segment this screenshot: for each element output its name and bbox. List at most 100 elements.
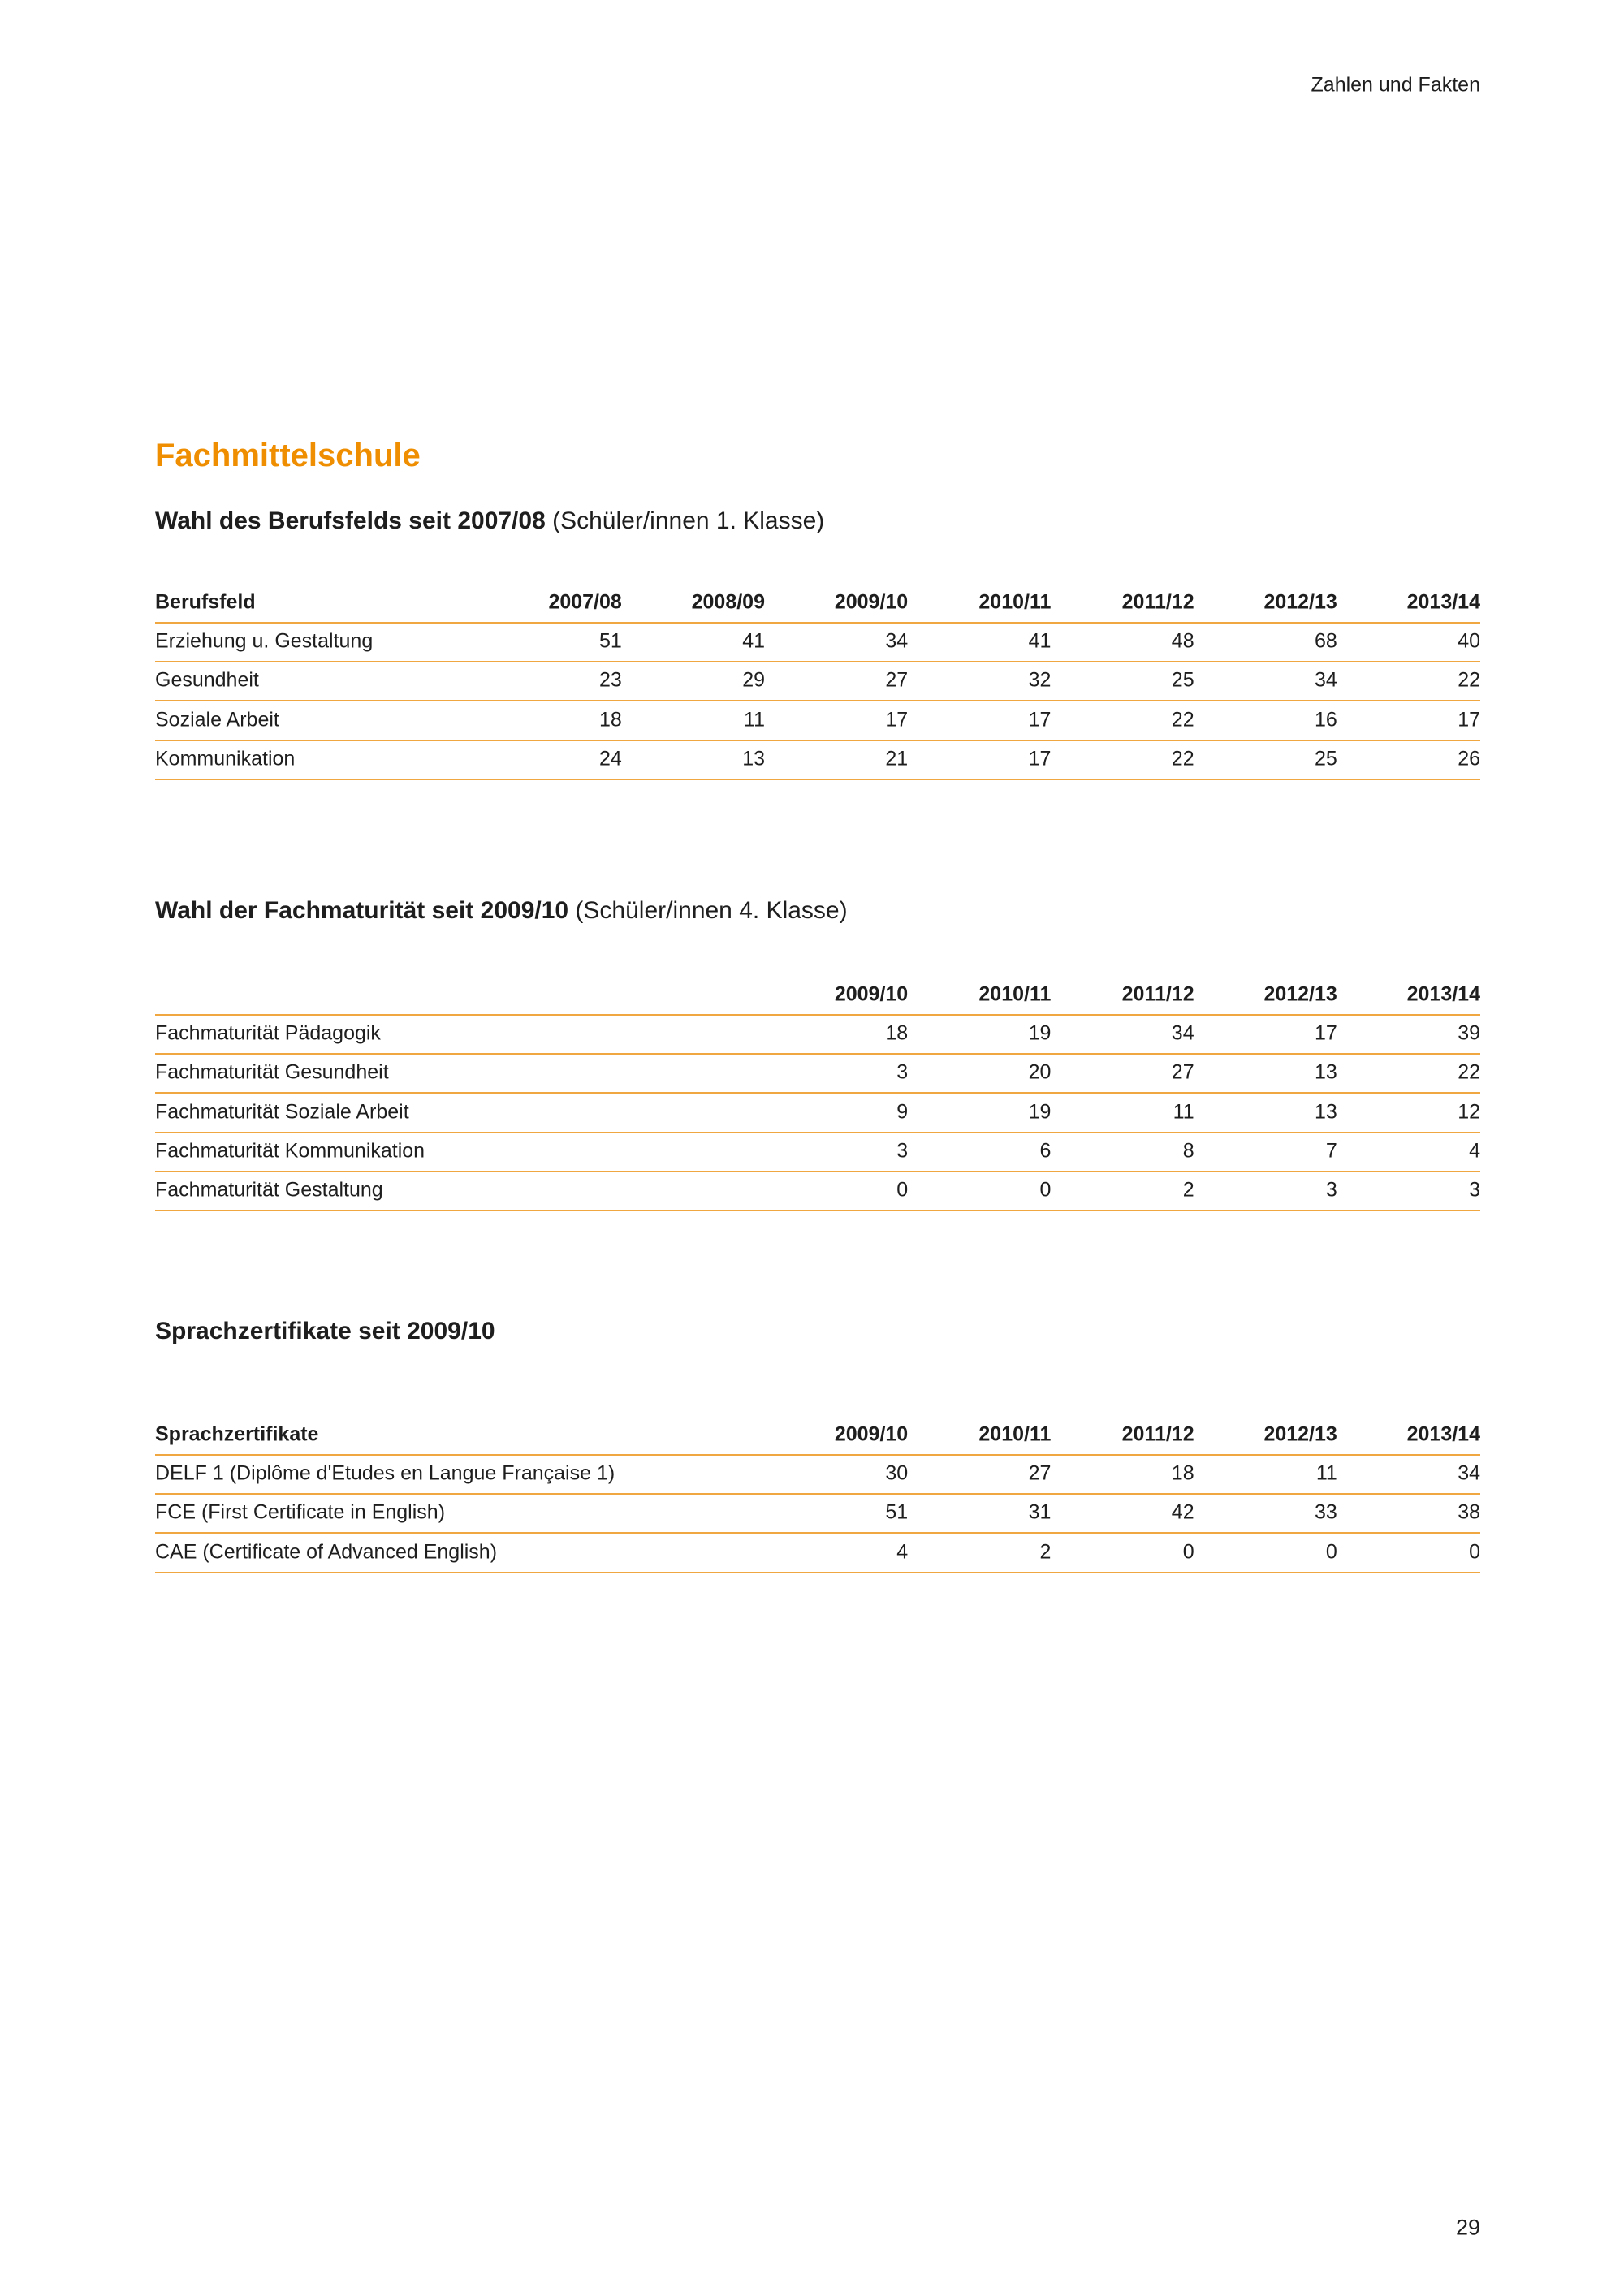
rule	[155, 1170, 1480, 1172]
cell-value: 12	[1458, 1100, 1480, 1124]
cell-value: 11	[744, 708, 765, 732]
cell-value: 40	[1458, 629, 1480, 653]
rule	[155, 1092, 1480, 1094]
column-header: 2007/08	[548, 590, 622, 614]
cell-value: 24	[599, 747, 622, 770]
rule	[155, 1493, 1480, 1495]
cell-value: 34	[1171, 1021, 1194, 1045]
row-label: Fachmaturität Gestaltung	[155, 1178, 383, 1202]
cell-value: 11	[1173, 1100, 1194, 1124]
cell-value: 4	[1469, 1139, 1480, 1163]
cell-value: 27	[1028, 1461, 1052, 1485]
row-label: Fachmaturität Kommunikation	[155, 1139, 425, 1163]
cell-value: 6	[1039, 1139, 1052, 1163]
cell-value: 25	[1171, 668, 1194, 692]
cell-value: 0	[896, 1178, 909, 1202]
cell-value: 3	[896, 1139, 909, 1163]
cell-value: 0	[1469, 1540, 1480, 1564]
cell-value: 41	[1028, 629, 1052, 653]
column-header: 2013/14	[1406, 982, 1480, 1006]
cell-value: 38	[1458, 1500, 1480, 1524]
section-title-bold: Wahl des Berufsfelds seit 2007/08	[155, 507, 546, 534]
section-title-bold: Sprachzertifikate seit 2009/10	[155, 1318, 495, 1344]
cell-value: 2	[1039, 1540, 1052, 1564]
row-label: Fachmaturität Gesundheit	[155, 1060, 389, 1084]
cell-value: 19	[1028, 1100, 1052, 1124]
rule	[155, 661, 1480, 663]
cell-value: 4	[896, 1540, 909, 1564]
row-label: Soziale Arbeit	[155, 708, 279, 732]
column-header: 2008/09	[691, 590, 765, 614]
row-label: Kommunikation	[155, 747, 296, 770]
section-title: Wahl der Fachmaturität seit 2009/10 (Sch…	[155, 899, 848, 923]
cell-value: 27	[885, 668, 909, 692]
cell-value: 51	[599, 629, 622, 653]
section-title: Wahl des Berufsfelds seit 2007/08 (Schül…	[155, 509, 824, 533]
rule	[155, 622, 1480, 624]
row-label: CAE (Certificate of Advanced English)	[155, 1540, 498, 1564]
cell-value: 11	[1315, 1461, 1337, 1485]
cell-value: 20	[1028, 1060, 1052, 1084]
column-header: 2009/10	[834, 1422, 909, 1446]
rule	[155, 1532, 1480, 1534]
cell-value: 0	[1325, 1540, 1337, 1564]
cell-value: 8	[1182, 1139, 1194, 1163]
rule	[155, 1014, 1480, 1016]
page-number: 29	[1455, 2215, 1480, 2240]
cell-value: 0	[1039, 1178, 1052, 1202]
cell-value: 27	[1171, 1060, 1194, 1084]
row-label: Fachmaturität Pädagogik	[155, 1021, 381, 1045]
cell-value: 9	[896, 1100, 909, 1124]
column-header: 2010/11	[978, 590, 1052, 614]
column-header: 2013/14	[1406, 1422, 1480, 1446]
cell-value: 17	[1315, 1021, 1337, 1045]
cell-value: 31	[1028, 1500, 1052, 1524]
cell-value: 25	[1315, 747, 1337, 770]
cell-value: 22	[1171, 747, 1194, 770]
column-header: 2013/14	[1406, 590, 1480, 614]
cell-value: 34	[885, 629, 909, 653]
section-title: Sprachzertifikate seit 2009/10	[155, 1319, 495, 1344]
cell-value: 13	[1315, 1100, 1337, 1124]
column-header: 2010/11	[978, 1422, 1052, 1446]
row-label: Fachmaturität Soziale Arbeit	[155, 1100, 409, 1124]
cell-value: 34	[1458, 1461, 1480, 1485]
cell-value: 22	[1171, 708, 1194, 732]
cell-value: 19	[1028, 1021, 1052, 1045]
cell-value: 42	[1171, 1500, 1194, 1524]
row-label: Erziehung u. Gestaltung	[155, 629, 374, 653]
row-header: Berufsfeld	[155, 590, 256, 614]
cell-value: 2	[1182, 1178, 1194, 1202]
column-header: 2010/11	[978, 982, 1052, 1006]
cell-value: 3	[1469, 1178, 1480, 1202]
running-header: Zahlen und Fakten	[1311, 73, 1480, 97]
column-header: 2011/12	[1121, 982, 1194, 1006]
cell-value: 22	[1458, 668, 1480, 692]
column-header: 2009/10	[834, 590, 909, 614]
rule	[155, 1454, 1480, 1456]
cell-value: 17	[1028, 747, 1052, 770]
column-header: 2011/12	[1121, 1422, 1194, 1446]
cell-value: 7	[1325, 1139, 1337, 1163]
rule	[155, 1053, 1480, 1055]
cell-value: 21	[885, 747, 909, 770]
page-heading: Fachmittelschule	[155, 438, 421, 473]
cell-value: 34	[1315, 668, 1337, 692]
rule	[155, 778, 1480, 780]
row-header: Sprachzertifikate	[155, 1422, 319, 1446]
row-label: Gesundheit	[155, 668, 259, 692]
cell-value: 17	[1458, 708, 1480, 732]
section-note: (Schüler/innen 4. Klasse)	[575, 897, 848, 924]
cell-value: 33	[1315, 1500, 1337, 1524]
cell-value: 18	[885, 1021, 909, 1045]
rule	[155, 1210, 1480, 1211]
section-title-bold: Wahl der Fachmaturität seit 2009/10	[155, 897, 569, 924]
cell-value: 32	[1028, 668, 1052, 692]
column-header: 2012/13	[1263, 1422, 1337, 1446]
cell-value: 68	[1315, 629, 1337, 653]
cell-value: 30	[885, 1461, 909, 1485]
rule	[155, 700, 1480, 702]
cell-value: 48	[1171, 629, 1194, 653]
cell-value: 13	[1315, 1060, 1337, 1084]
cell-value: 17	[885, 708, 909, 732]
